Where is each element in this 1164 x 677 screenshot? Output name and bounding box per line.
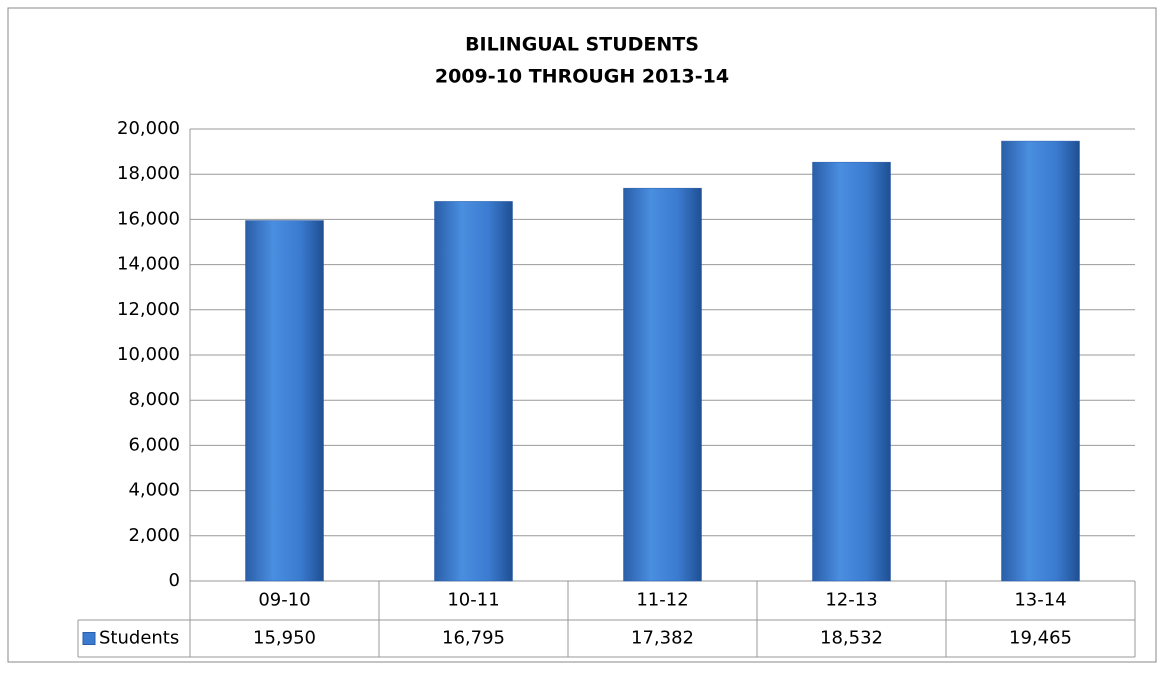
x-tick-label: 13-14 [1014,590,1066,611]
chart-title: BILINGUAL STUDENTS [465,34,699,56]
x-tick-label: 09-10 [258,590,310,611]
y-tick-label: 6,000 [128,434,180,455]
legend-key [82,632,96,645]
chart-subtitle: 2009-10 THROUGH 2013-14 [435,66,729,88]
y-tick-label: 2,000 [128,525,180,546]
y-tick-label: 10,000 [117,344,180,365]
table-value: 18,532 [820,628,883,649]
bar [812,161,891,582]
table-value: 19,465 [1009,628,1072,649]
y-tick-label: 8,000 [128,389,180,410]
chart-border [7,7,1157,663]
bar [623,187,702,582]
table-value: 16,795 [442,628,505,649]
y-tick-label: 20,000 [117,118,180,139]
y-tick-label: 14,000 [117,254,180,275]
table-value: 15,950 [253,628,316,649]
x-tick-label: 10-11 [447,590,499,611]
bar [434,201,513,582]
y-tick-label: 12,000 [117,299,180,320]
x-tick-label: 11-12 [636,590,688,611]
bar [245,220,324,582]
y-tick-label: 16,000 [117,208,180,229]
y-tick-label: 0 [169,570,180,591]
legend-label: Students [99,628,179,649]
bar [1001,140,1080,582]
y-tick-label: 18,000 [117,163,180,184]
x-tick-label: 12-13 [825,590,877,611]
y-tick-label: 4,000 [128,480,180,501]
table-value: 17,382 [631,628,694,649]
